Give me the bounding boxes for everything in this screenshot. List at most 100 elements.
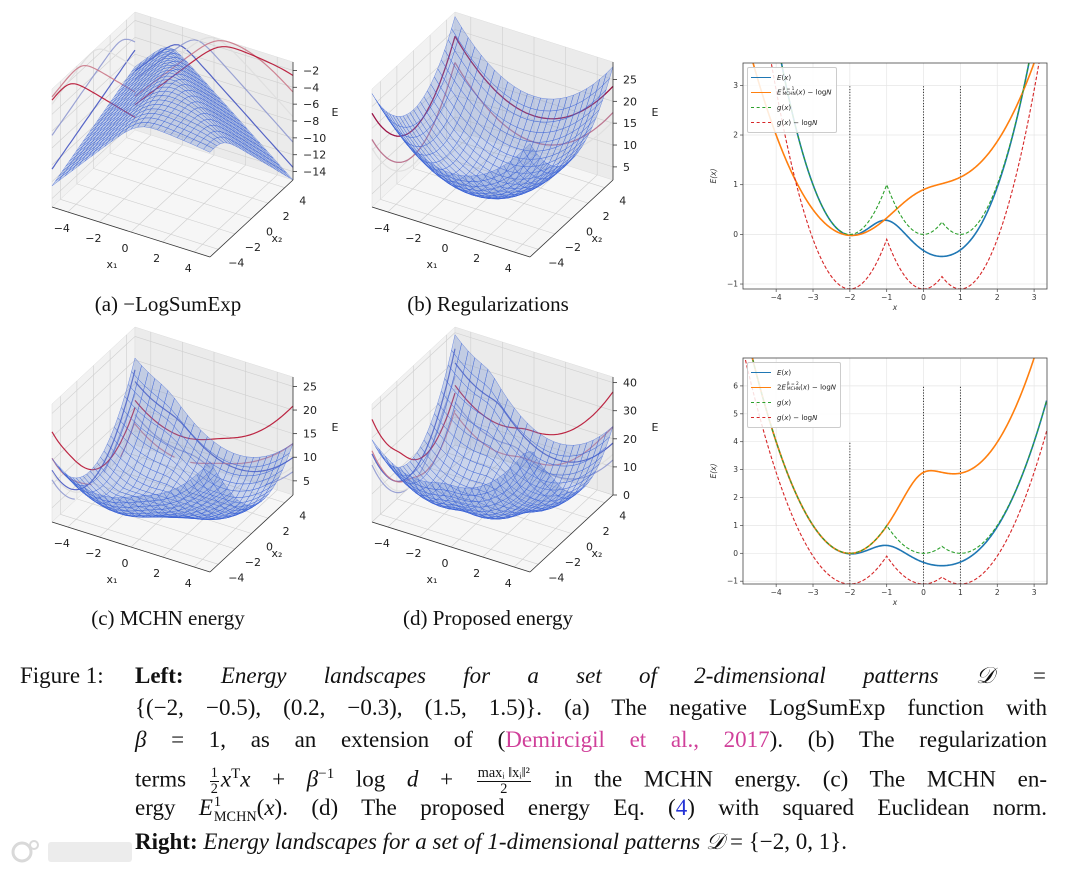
y-axis-label: E(x) [709,168,718,183]
watermark-text-block [48,842,132,862]
back-wall-gridline [134,336,294,387]
back-wall-gridline [134,359,294,411]
legend-label-part: ( [781,118,785,127]
left-wall-gridline [371,29,456,107]
floor-gridline [110,152,269,204]
subcaption-d: (d) Proposed energy [403,606,573,630]
left-wall-contour-line [371,392,456,461]
x2-tick-label: 2 [283,210,290,223]
caption-line: Right: Energy landscapes for a set of 1-… [135,828,1047,856]
z-tick-label: 30 [623,405,637,418]
legend-label-part: 2 [777,383,782,392]
y-tick-label: −1 [727,280,738,289]
subcaption-a: (a) −LogSumExp [94,292,242,316]
floor-gridline [430,467,589,519]
back-wall-contour-line [454,35,614,120]
back-wall-gridline [134,36,294,88]
legend-item: g(x) − logN [751,410,836,425]
x1-tick-label: −2 [405,547,421,560]
x1-axis-line [371,206,531,258]
z-tick-label: −12 [303,149,326,162]
floor-gridline [60,514,219,565]
legend-label: g(x) − logN [777,414,817,422]
z-axis-label: E [652,421,659,434]
y-tick-label: 0 [733,230,738,239]
math-superscript: T [231,766,241,782]
back-wall-contour-line [134,46,294,106]
caption-text: + [250,766,307,792]
left-wall-gridline [51,336,136,414]
z-tick-label: −6 [303,98,319,111]
x2-axis-line [209,494,294,573]
left-wall-gridline [371,360,456,438]
left-wall-gridline [371,388,456,467]
line-chart-bottom: −4 −3 −2 −1 0 1 2 3 −1 0 1 2 3 4 5 6 x E(x) E(x) 2E β = 2 MC… [700,355,1060,615]
x2-tick-label: 0 [586,226,593,239]
x2-tick-label: −4 [548,571,564,584]
legend-swatch [751,372,771,373]
x2-axis-line [209,179,294,258]
citation-link[interactable]: Demircigil et al., 2017 [505,727,770,752]
legend-label-part: ( [800,383,803,392]
back-wall-gridline [454,360,614,412]
caption-text: + [418,766,475,792]
legend-label-part: E [777,88,782,97]
x1-tick-label: 2 [473,567,480,580]
x1-tick-label: 0 [442,557,449,570]
caption-text: ). (d) The proposed energy Eq. ( [274,795,676,820]
z-tick-label: −14 [303,166,326,179]
math-subscript: MCHN [786,386,801,392]
caption-text: log [334,766,407,792]
z-tick-label: −4 [303,81,319,94]
x1-axis-line [371,521,531,573]
y-tick-label: −1 [727,577,738,586]
surface-mesh-cell [523,143,534,157]
legend-label-part: x [784,368,789,377]
caption-line: ergy E 1 MCHN (x). (d) The proposed energy … [135,794,1047,824]
z-tick-label: 20 [623,95,637,108]
x2-tick-label: 0 [266,226,273,239]
left-wall-contour-line [51,369,136,491]
left-wall-contour-line [51,64,136,98]
surface-plot-b: −4 −2 0 2 4 −4 −2 0 2 4 5 10 15 20 25 x₁ x₂ E [350,10,680,290]
y-tick-label: 1 [733,180,738,189]
surface-plot-d: −4 −2 0 2 4 −4 −2 0 2 4 0 10 20 30 40 x₁ x₂ E [350,325,680,605]
caption-text: {(−2, −0.5), (0.2, −0.3), (1.5, 1.5)}. (… [135,695,1047,720]
x2-axis-label: x₂ [592,547,603,560]
y-tick-label: 5 [733,409,738,418]
z-tick-label: 25 [303,380,317,393]
x2-tick-label: −4 [548,256,564,269]
back-wall-contour-line [454,401,614,480]
x-axis-label: x [892,303,898,312]
back-wall-gridline [454,332,614,383]
legend-label-part: g [777,118,782,127]
z-tick-label: 5 [303,475,310,488]
x2-tick-label: 0 [586,541,593,554]
math-supsub: 1 MCHN [214,795,257,824]
surface-plot-c: −4 −2 0 2 4 −4 −2 0 2 4 5 10 15 20 25 x₁ x₂ E [30,325,360,605]
legend-label-part: ) [788,368,792,377]
x1-tick-label: 0 [122,242,129,255]
legend-label-part: g [777,398,782,407]
axes-frame [742,62,1048,290]
x2-tick-label: −2 [565,556,581,569]
caption-text: Energy landscapes for a set of 2-dimensi… [220,663,1048,688]
legend-label-part: ( [795,88,799,97]
legend-label-part: N [812,118,818,127]
x1-tick-label: 2 [153,567,160,580]
legend-label-part: x [784,398,789,407]
z-tick-label: 10 [303,451,317,464]
math-supsub: β = 1 MCHN [782,87,795,97]
x2-tick-label: −2 [245,556,261,569]
z-tick-label: 20 [303,404,317,417]
legend-swatch [751,107,771,108]
y-tick-label: 2 [733,131,738,140]
equation-ref-link[interactable]: 4 [675,795,688,820]
caption-text: ) with squared Euclidean norm. [687,795,1048,820]
legend-item: E(x) [751,365,836,380]
x1-tick-label: 0 [122,557,129,570]
x2-axis-label: x₂ [272,547,283,560]
left-wall-gridline [51,383,136,461]
